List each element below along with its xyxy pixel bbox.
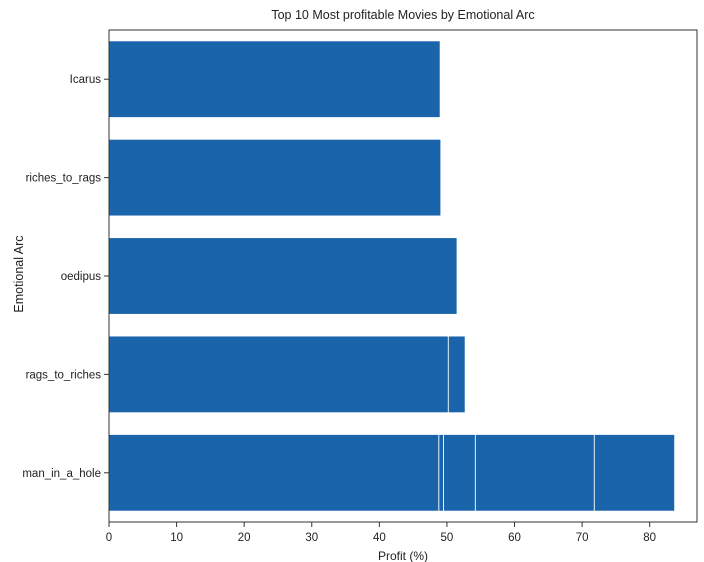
x-axis-label: Profit (%) (378, 549, 428, 562)
x-tick-label: 60 (508, 532, 521, 544)
x-tick-label: 20 (238, 532, 251, 544)
y-axis-label: Emotional Arc (12, 235, 26, 312)
x-tick-label: 70 (576, 532, 589, 544)
y-tick-label: rags_to_riches (26, 369, 102, 381)
bars-layer (108, 40, 676, 512)
x-tick-label: 80 (643, 532, 656, 544)
x-tick-label: 50 (441, 532, 454, 544)
y-tick-label: man_in_a_hole (22, 468, 101, 480)
y-tick-label: riches_to_rags (26, 173, 102, 185)
x-tick-label: 0 (106, 532, 112, 544)
y-tick-label: Icarus (70, 74, 102, 86)
x-tick-label: 10 (170, 532, 183, 544)
bar-oedipus-7 (108, 237, 458, 315)
x-tick-label: 30 (305, 532, 318, 544)
chart-title: Top 10 Most profitable Movies by Emotion… (271, 8, 534, 22)
axes-layer: 0 10 20 30 40 50 60 70 80 man_in_a_hole rags_to_ri… (22, 29, 698, 544)
x-tick-label: 40 (373, 532, 386, 544)
bar-man_in_a_hole-4 (108, 433, 440, 512)
y-tick-label: oedipus (61, 271, 102, 283)
bar-riches_to_rags-8 (108, 138, 442, 217)
bar-rags_to_riches-6 (108, 335, 449, 414)
bar-Icarus-9 (108, 40, 441, 119)
